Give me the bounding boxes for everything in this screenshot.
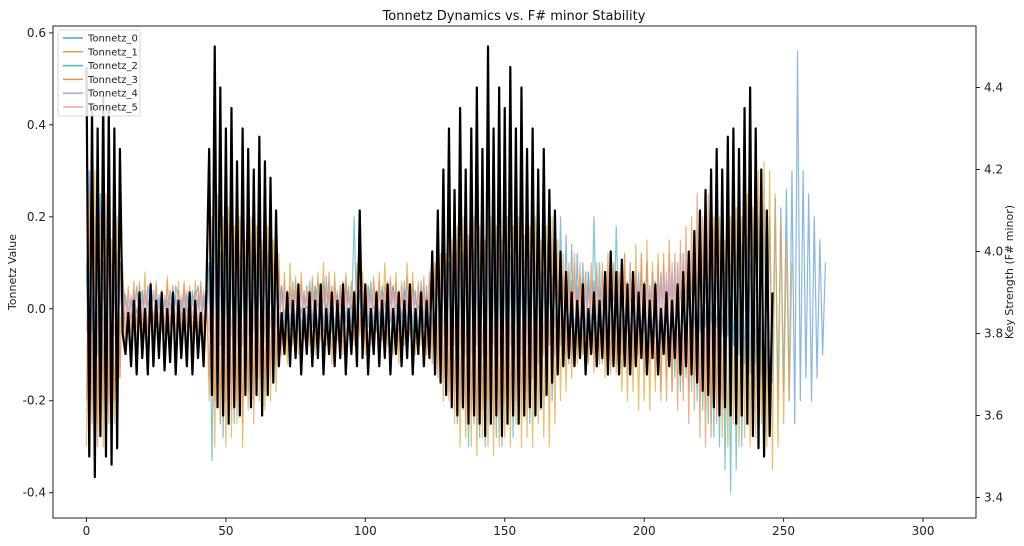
y-tick-label: -0.4 <box>23 486 46 500</box>
legend-label: Tonnetz_1 <box>87 47 138 58</box>
series-layer <box>85 45 827 494</box>
x-tick-label: 100 <box>354 524 377 538</box>
y-tick-label: -0.2 <box>23 394 46 408</box>
y2-tick-label: 3.4 <box>984 491 1003 505</box>
key-strength-line <box>85 45 774 479</box>
x-tick-label: 0 <box>83 524 91 538</box>
legend-label: Tonnetz_3 <box>87 75 138 86</box>
x-tick-label: 300 <box>912 524 935 538</box>
legend-label: Tonnetz_4 <box>87 89 138 100</box>
y-axis-left: -0.4 -0.2 0.0 0.2 0.4 0.6 <box>23 26 53 500</box>
chart-title: Tonnetz Dynamics vs. F# minor Stability <box>382 9 646 24</box>
legend-label: Tonnetz_0 <box>87 34 138 45</box>
y-tick-label: 0.6 <box>27 26 46 40</box>
legend: Tonnetz_0 Tonnetz_1 Tonnetz_2 Tonnetz_3 Tonn… <box>57 29 141 117</box>
y-axis-label: Tonnetz Value <box>6 234 19 311</box>
y2-axis-label: Key Strength (F# minor) <box>1003 205 1016 339</box>
x-tick-label: 150 <box>493 524 516 538</box>
x-axis: 0 50 100 150 200 250 300 <box>83 518 935 538</box>
legend-label: Tonnetz_5 <box>87 103 138 114</box>
y2-tick-label: 4.4 <box>984 81 1003 95</box>
y-axis-right: 3.4 3.6 3.8 4.0 4.2 4.4 <box>976 81 1003 505</box>
y2-tick-label: 4.2 <box>984 163 1003 177</box>
y2-tick-label: 4.0 <box>984 245 1003 259</box>
y-tick-label: 0.0 <box>27 302 46 316</box>
y2-tick-label: 3.8 <box>984 327 1003 341</box>
x-tick-label: 200 <box>633 524 656 538</box>
y-tick-label: 0.4 <box>27 118 46 132</box>
legend-label: Tonnetz_2 <box>87 61 138 72</box>
y-tick-label: 0.2 <box>27 210 46 224</box>
plot-frame <box>52 25 977 519</box>
x-tick-label: 50 <box>218 524 233 538</box>
y2-tick-label: 3.6 <box>984 409 1003 423</box>
x-tick-label: 250 <box>772 524 795 538</box>
